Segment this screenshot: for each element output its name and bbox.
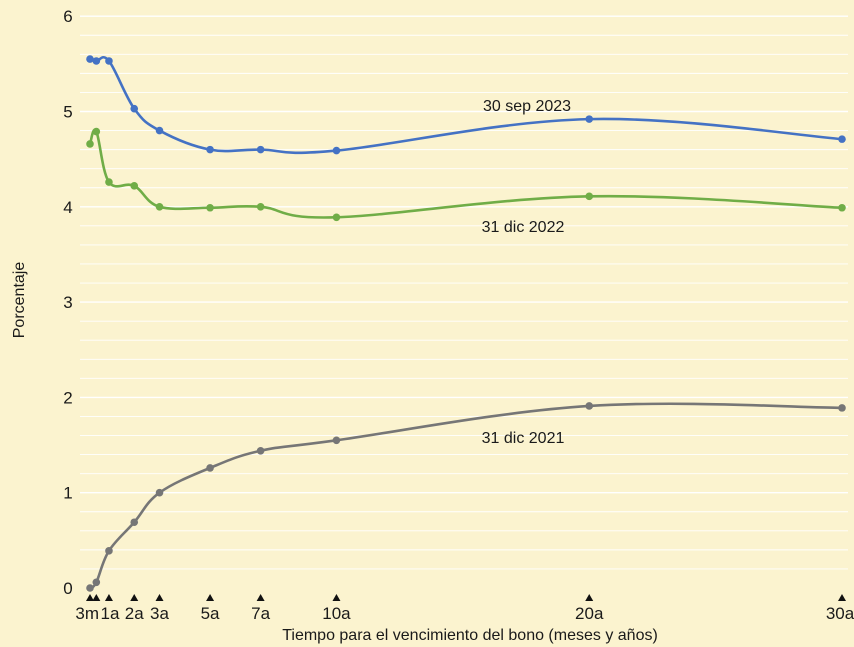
data-point xyxy=(585,115,594,123)
data-point xyxy=(86,55,94,63)
x-tick-label: 10a xyxy=(322,604,351,623)
y-tick-label: 6 xyxy=(63,7,72,26)
y-tick-label: 0 xyxy=(63,579,72,598)
data-point xyxy=(105,178,113,186)
x-tick-marker xyxy=(838,594,846,601)
x-tick-marker xyxy=(332,594,341,601)
series-label: 30 sep 2023 xyxy=(483,98,571,115)
y-axis-title: Porcentaje xyxy=(11,262,28,339)
data-point xyxy=(155,126,164,135)
x-tick-marker xyxy=(256,594,265,601)
y-axis-ticks: 0 1 2 3 4 5 6 xyxy=(63,7,72,598)
x-tick-marker xyxy=(130,594,139,601)
x-tick-label: 5a xyxy=(201,604,220,623)
x-tick-marker xyxy=(155,594,164,601)
y-tick-label: 5 xyxy=(63,103,72,122)
data-point xyxy=(130,518,139,527)
data-point xyxy=(155,488,164,497)
x-tick-label: 7a xyxy=(251,604,270,623)
data-point xyxy=(585,192,594,201)
data-point xyxy=(256,446,265,455)
y-tick-label: 2 xyxy=(63,388,72,407)
data-point xyxy=(206,464,214,472)
data-point xyxy=(155,203,164,211)
x-tick-label: 2a xyxy=(125,604,144,623)
x-tick-marker xyxy=(92,594,101,601)
x-tick-marker xyxy=(104,594,113,601)
data-point xyxy=(256,145,265,154)
series-label: 31 dic 2021 xyxy=(482,430,565,447)
grid xyxy=(80,15,848,570)
x-tick-label: 1a xyxy=(100,604,119,623)
data-point xyxy=(332,436,341,445)
data-point xyxy=(838,203,846,212)
data-point xyxy=(256,203,265,211)
y-tick-label: 4 xyxy=(63,198,72,217)
data-point xyxy=(86,140,94,148)
x-tick-label: 3m xyxy=(75,604,99,623)
x-tick-marker xyxy=(86,594,94,601)
x-tick-marker xyxy=(206,594,215,601)
x-tick-label: 30a xyxy=(826,604,854,623)
x-tick-marker xyxy=(585,594,594,601)
y-tick-label: 1 xyxy=(63,484,72,503)
x-tick-label: 20a xyxy=(575,604,604,623)
data-point xyxy=(130,104,139,113)
data-point xyxy=(92,57,101,65)
series-labels: 30 sep 2023 31 dic 2022 31 dic 2021 xyxy=(482,98,572,447)
x-tick-label: 3a xyxy=(150,604,169,623)
data-point xyxy=(92,578,101,587)
data-point xyxy=(86,584,94,592)
series-line xyxy=(89,402,843,590)
x-axis-ticks: 3m 1a 2a 3a 5a 7a 10a 20a 30a xyxy=(75,594,854,623)
data-point xyxy=(105,547,113,555)
data-point xyxy=(585,402,594,410)
data-point xyxy=(130,182,139,190)
series-label: 31 dic 2022 xyxy=(482,219,565,236)
x-axis-title: Tiempo para el vencimiento del bono (mes… xyxy=(282,627,658,644)
y-tick-label: 3 xyxy=(63,293,72,312)
data-point xyxy=(92,127,101,136)
data-point xyxy=(332,213,341,222)
series-group xyxy=(86,55,846,592)
data-point xyxy=(206,203,214,212)
series-line xyxy=(88,128,843,219)
data-point xyxy=(838,135,846,143)
data-point xyxy=(105,57,113,65)
data-point xyxy=(206,145,214,154)
data-point xyxy=(332,146,341,155)
series-line xyxy=(89,56,843,155)
data-point xyxy=(838,404,846,412)
